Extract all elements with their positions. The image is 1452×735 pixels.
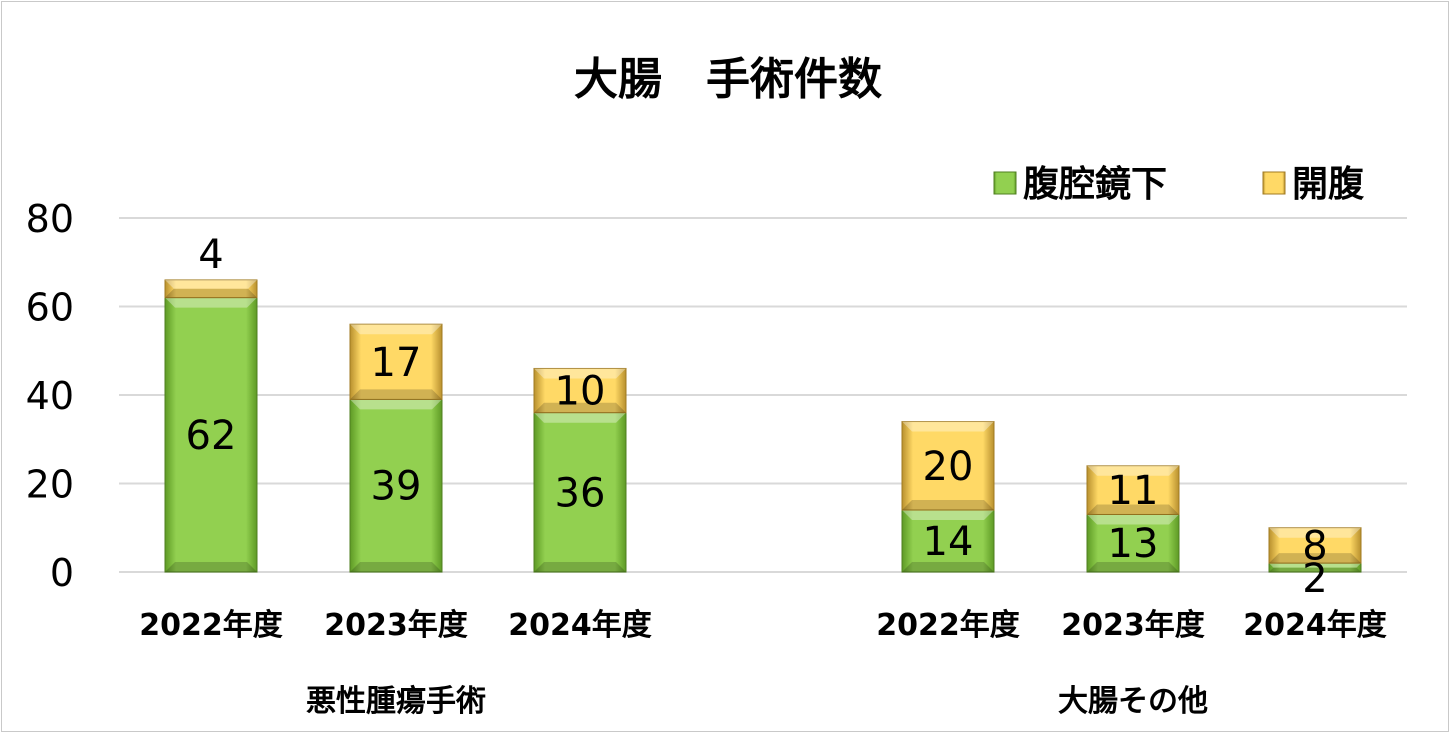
bar-segment [1268, 527, 1362, 564]
data-label: 11 [1108, 468, 1159, 514]
bar-bevel-top [165, 279, 257, 289]
data-labels: 62 4 39 17 36 10 14 20 13 11 28 [186, 232, 1328, 602]
data-label: 4 [198, 232, 223, 278]
data-label: 8 [1302, 523, 1327, 569]
bar-segment [533, 412, 627, 573]
x-category-label: 2023年度 [324, 608, 468, 643]
bar-bevel-top [350, 324, 442, 335]
bars [164, 279, 1362, 573]
bar-bevel-top [534, 368, 626, 379]
x-category-label: 2022年度 [876, 608, 1020, 643]
data-label: 14 [923, 519, 974, 565]
bar-bevel-bottom [165, 562, 257, 572]
x-axis: 2022年度 2023年度 2024年度 2022年度 2023年度 2024年度悪性腫瘍… [139, 608, 1387, 719]
bar-segment [901, 421, 995, 511]
data-label: 13 [1108, 521, 1159, 567]
x-group-label: 大腸その他 [1058, 684, 1208, 719]
legend-label: 開腹 [1292, 164, 1365, 205]
bar-segment [164, 279, 258, 299]
data-label: 39 [371, 464, 422, 510]
legend-marker [1262, 171, 1286, 195]
data-label: 36 [555, 470, 606, 516]
data-label: 10 [555, 369, 606, 415]
y-tick-label: 80 [26, 197, 74, 241]
y-axis: 0 20 40 60 80 [26, 197, 74, 595]
y-tick-label: 60 [26, 286, 74, 330]
bar-bevel-top [1269, 563, 1361, 568]
data-label: 17 [371, 340, 422, 386]
data-label: 2 [1302, 556, 1327, 602]
gridlines [119, 217, 1407, 573]
data-label: 62 [186, 413, 237, 459]
bar-bevel-top [902, 421, 994, 432]
legend-marker [993, 171, 1017, 195]
bar-bevel-top [1269, 527, 1361, 538]
bar-bevel-bottom [1269, 553, 1361, 564]
bar-segment [164, 297, 258, 573]
bar-bevel-top [534, 412, 626, 423]
bar-bevel-bottom [350, 389, 442, 400]
y-tick-label: 0 [50, 551, 74, 595]
bar-segment [901, 509, 995, 573]
bar-segment [533, 367, 627, 414]
bar-bevel-bottom [1269, 567, 1361, 572]
bar-bevel-top [1087, 465, 1179, 476]
y-tick-label: 40 [26, 374, 74, 418]
bar-bevel-bottom [1087, 504, 1179, 515]
x-category-label: 2024年度 [1243, 608, 1387, 643]
bar-bevel-bottom [902, 562, 994, 572]
bar-segment [349, 398, 443, 573]
legend-label: 腹腔鏡下 [1023, 164, 1167, 205]
bar-bevel-bottom [350, 562, 442, 572]
bar-bevel-bottom [1087, 562, 1179, 572]
bar-segment [1086, 465, 1180, 515]
bar-bevel-top [902, 510, 994, 521]
legend: 腹腔鏡下 開腹 [993, 164, 1365, 205]
data-label: 20 [923, 444, 974, 490]
x-group-label: 悪性腫瘍手術 [306, 684, 486, 719]
bar-bevel-bottom [902, 500, 994, 511]
y-tick-label: 20 [26, 463, 74, 507]
bar-bevel-bottom [165, 288, 257, 298]
bar-segment [349, 323, 443, 400]
chart-title: 大腸 手術件数 [574, 54, 882, 105]
bar-bevel-bottom [534, 402, 626, 413]
x-category-label: 2024年度 [508, 608, 652, 643]
x-category-label: 2023年度 [1061, 608, 1205, 643]
bar-bevel-top [165, 297, 257, 308]
x-category-label: 2022年度 [139, 608, 283, 643]
bar-bevel-top [1087, 514, 1179, 525]
bar-bevel-bottom [534, 562, 626, 572]
bar-bevel-top [350, 399, 442, 410]
